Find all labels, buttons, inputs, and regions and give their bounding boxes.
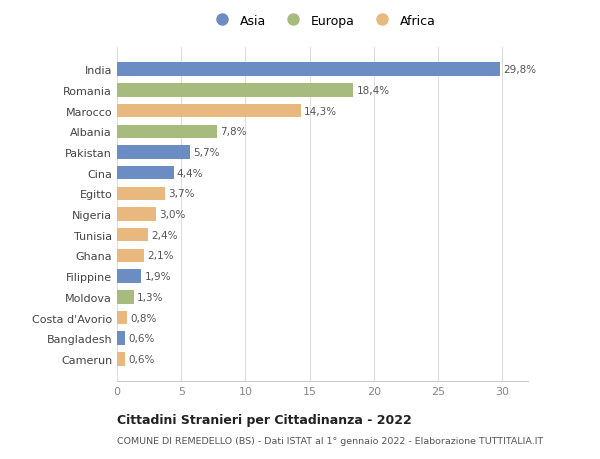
Text: 4,4%: 4,4% <box>177 168 203 178</box>
Bar <box>117 353 125 366</box>
Text: 1,3%: 1,3% <box>137 292 163 302</box>
Bar <box>117 167 173 180</box>
Text: Cittadini Stranieri per Cittadinanza - 2022: Cittadini Stranieri per Cittadinanza - 2… <box>117 413 412 426</box>
Text: 18,4%: 18,4% <box>356 86 389 95</box>
Bar <box>117 146 190 159</box>
Text: 3,0%: 3,0% <box>159 210 185 219</box>
Bar <box>117 187 164 201</box>
Bar <box>117 229 148 242</box>
Text: 0,8%: 0,8% <box>130 313 157 323</box>
Text: 7,8%: 7,8% <box>220 127 247 137</box>
Text: 2,4%: 2,4% <box>151 230 178 240</box>
Bar <box>117 84 353 97</box>
Bar <box>117 291 134 304</box>
Legend: Asia, Europa, Africa: Asia, Europa, Africa <box>209 15 436 28</box>
Bar <box>117 311 127 325</box>
Text: 0,6%: 0,6% <box>128 334 154 343</box>
Text: 29,8%: 29,8% <box>503 65 536 75</box>
Text: 0,6%: 0,6% <box>128 354 154 364</box>
Bar <box>117 270 142 283</box>
Bar <box>117 125 217 139</box>
Bar <box>117 332 125 345</box>
Text: 5,7%: 5,7% <box>193 148 220 157</box>
Bar <box>117 105 301 118</box>
Bar <box>117 249 144 263</box>
Text: 2,1%: 2,1% <box>147 251 173 261</box>
Text: 1,9%: 1,9% <box>145 272 171 281</box>
Text: 14,3%: 14,3% <box>304 106 337 116</box>
Text: COMUNE DI REMEDELLO (BS) - Dati ISTAT al 1° gennaio 2022 - Elaborazione TUTTITAL: COMUNE DI REMEDELLO (BS) - Dati ISTAT al… <box>117 436 543 445</box>
Text: 3,7%: 3,7% <box>168 189 194 199</box>
Bar <box>117 208 155 221</box>
Bar <box>117 63 500 77</box>
